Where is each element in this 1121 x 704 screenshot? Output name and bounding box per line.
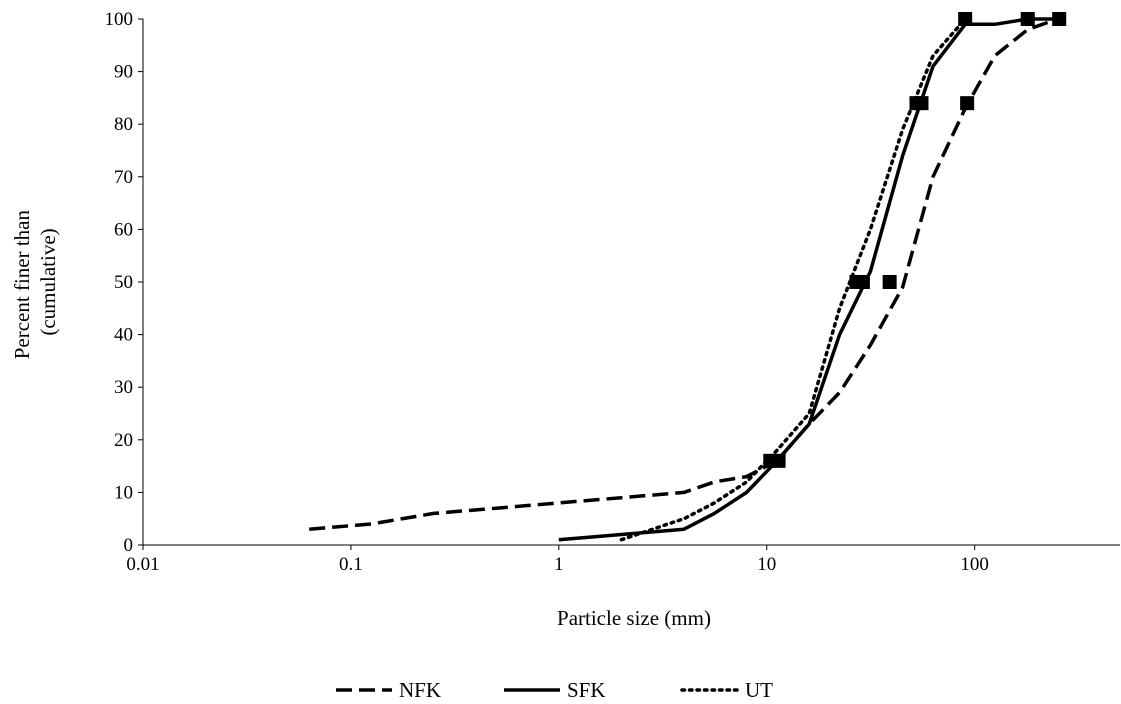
- percentile-marker: [1020, 12, 1035, 26]
- percentile-marker: [855, 275, 870, 289]
- y-tick-label: 10: [114, 482, 133, 503]
- percentile-marker: [960, 96, 975, 111]
- percentile-marker: [1052, 12, 1067, 26]
- percentile-marker: [958, 12, 973, 26]
- x-tick-label: 0.01: [126, 554, 159, 575]
- y-tick-label: 100: [105, 9, 134, 30]
- series-line-nfk: [309, 17, 1058, 531]
- percentile-marker: [882, 275, 897, 289]
- y-tick-label: 30: [114, 377, 133, 398]
- percentile-marker: [914, 96, 929, 111]
- y-tick-label: 80: [114, 114, 133, 135]
- x-tick-label: 10: [757, 554, 776, 575]
- y-tick-label: 90: [114, 62, 133, 83]
- x-tick-label: 100: [960, 554, 989, 575]
- y-axis-title-line-1: Percent finer than: [10, 209, 34, 359]
- percentile-marker: [771, 453, 786, 468]
- series-layer: [309, 17, 1058, 542]
- y-tick-label: 60: [114, 219, 133, 240]
- axes: 0 10 20 30 40 50 60 70 80 90 100 0.01 0.1 1 10 100: [105, 9, 1120, 575]
- x-tick-label: 1: [554, 554, 564, 575]
- y-axis-title-line-2: (cumulative): [36, 228, 60, 335]
- y-tick-label: 70: [114, 167, 133, 188]
- y-tick-label: 40: [114, 325, 133, 346]
- marker-layer: [763, 12, 1067, 468]
- legend: NFK SFK UT: [336, 678, 773, 702]
- x-tick-label: 0.1: [339, 554, 363, 575]
- legend-label-ut: UT: [745, 678, 773, 702]
- y-tick-label: 20: [114, 430, 133, 451]
- legend-label-nfk: NFK: [399, 678, 441, 702]
- y-axis-title: Percent finer than (cumulative): [10, 205, 60, 360]
- y-tick-label: 0: [124, 535, 134, 556]
- x-axis-title: Particle size (mm): [557, 606, 711, 630]
- series-line-sfk: [558, 17, 1058, 542]
- y-tick-label: 50: [114, 272, 133, 293]
- legend-label-sfk: SFK: [567, 678, 606, 702]
